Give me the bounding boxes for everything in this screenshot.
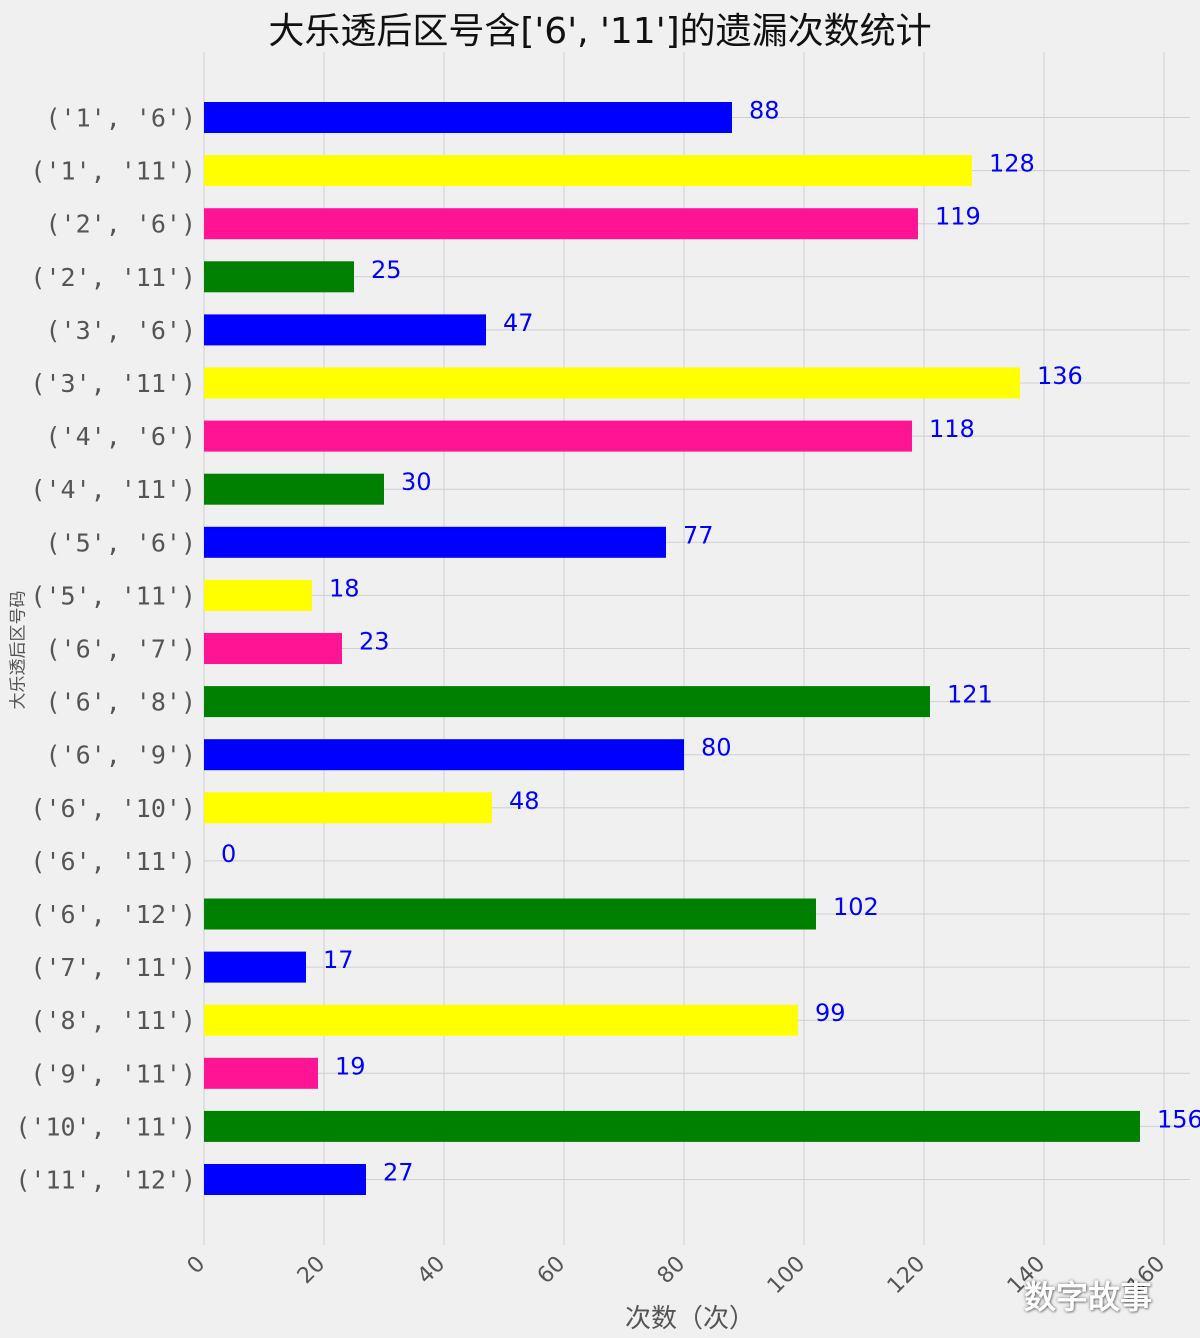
chart-title: 大乐透后区号含['6', '11']的遗漏次数统计 [268,11,932,52]
bar [204,1164,366,1195]
bar [204,155,972,187]
y-tick-label: ('4', '6') [45,422,196,451]
y-tick-label: ('3', '6') [45,316,196,345]
x-tick-label: 20 [293,1252,330,1289]
x-tick-labels: 0 20 40 60 80 100 120 140 160 [183,1252,1171,1299]
y-tick-label: ('10', '11') [15,1112,196,1141]
bar-value-label: 25 [371,256,402,284]
bar-value-label: 119 [935,203,981,231]
bar-value-label: 102 [833,893,879,921]
bar [204,314,486,346]
y-tick-label: ('6', '9') [45,741,196,770]
y-tick-label: ('6', '7') [45,635,196,664]
y-tick-label: ('6', '12') [30,900,196,929]
bar-value-label: 128 [989,150,1035,178]
bar [204,686,930,718]
bar [204,898,816,930]
y-tick-label: ('6', '10') [30,794,196,823]
bar-value-label: 77 [683,521,714,549]
x-tick-label: 0 [183,1252,211,1280]
value-labels: 88 128 119 25 47 136 118 30 77 18 23 121 80 48 0 102 17 9… [221,97,1200,1187]
x-tick-label: 120 [883,1252,930,1299]
bar [204,951,306,983]
y-tick-label: ('1', '11') [30,157,196,186]
y-tick-label: ('4', '11') [30,475,196,504]
bar-value-label: 48 [509,787,540,815]
x-tick-label: 80 [653,1252,690,1289]
bar [204,526,666,558]
bar-value-label: 121 [947,681,993,709]
bar [204,633,342,664]
bar-value-label: 99 [815,999,846,1027]
bar [204,1004,798,1036]
bar-value-label: 88 [749,97,780,125]
x-axis-label: 次数（次） [624,1304,755,1334]
bar-value-label: 0 [221,840,236,868]
y-tick-label: ('7', '11') [30,953,196,982]
bar [204,1057,318,1089]
bar [204,792,492,824]
bar [204,579,312,611]
bar [204,102,732,133]
y-tick-label: ('3', '11') [30,369,196,398]
y-tick-label: ('2', '6') [45,210,196,239]
bar-value-label: 47 [503,309,534,337]
bar-value-label: 80 [701,734,732,762]
bar [204,473,384,505]
y-tick-label: ('6', '8') [45,688,196,717]
x-tick-label: 100 [763,1252,810,1299]
y-tick-label: ('5', '11') [30,581,196,610]
bar-value-label: 30 [401,468,432,496]
bar [204,208,918,240]
bar-value-label: 19 [335,1052,366,1080]
bar [204,1110,1140,1142]
bar [204,261,354,293]
y-axis-label: 大乐透后区号码 [8,590,29,710]
y-tick-label: ('2', '11') [30,263,196,292]
y-tick-label: ('9', '11') [30,1059,196,1088]
bar-value-label: 156 [1157,1105,1200,1133]
y-tick-label: ('1', '6') [45,104,196,133]
y-tick-label: ('5', '6') [45,528,196,557]
y-tick-label: ('6', '11') [30,847,196,876]
bar-value-label: 136 [1037,362,1083,390]
y-tick-label: ('11', '12') [15,1166,196,1195]
bar-value-label: 27 [383,1159,414,1187]
y-tick-label: ('8', '11') [30,1006,196,1035]
bar-value-label: 18 [329,574,360,602]
x-tick-label: 40 [413,1252,450,1289]
bar [204,367,1020,399]
bar [204,739,684,771]
y-tick-labels: ('1', '6') ('1', '11') ('2', '6') ('2', '11… [15,104,196,1195]
bar-value-label: 118 [929,415,975,443]
bar-value-label: 23 [359,628,390,656]
x-tick-label: 60 [533,1252,570,1289]
watermark: 数字故事 [1024,1278,1153,1316]
bar [204,420,912,452]
bars [204,102,1140,1195]
bar-value-label: 17 [323,946,354,974]
